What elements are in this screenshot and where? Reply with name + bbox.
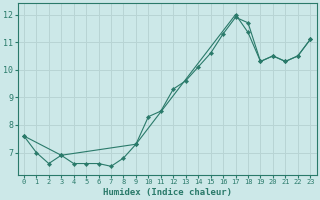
X-axis label: Humidex (Indice chaleur): Humidex (Indice chaleur) [103, 188, 232, 197]
